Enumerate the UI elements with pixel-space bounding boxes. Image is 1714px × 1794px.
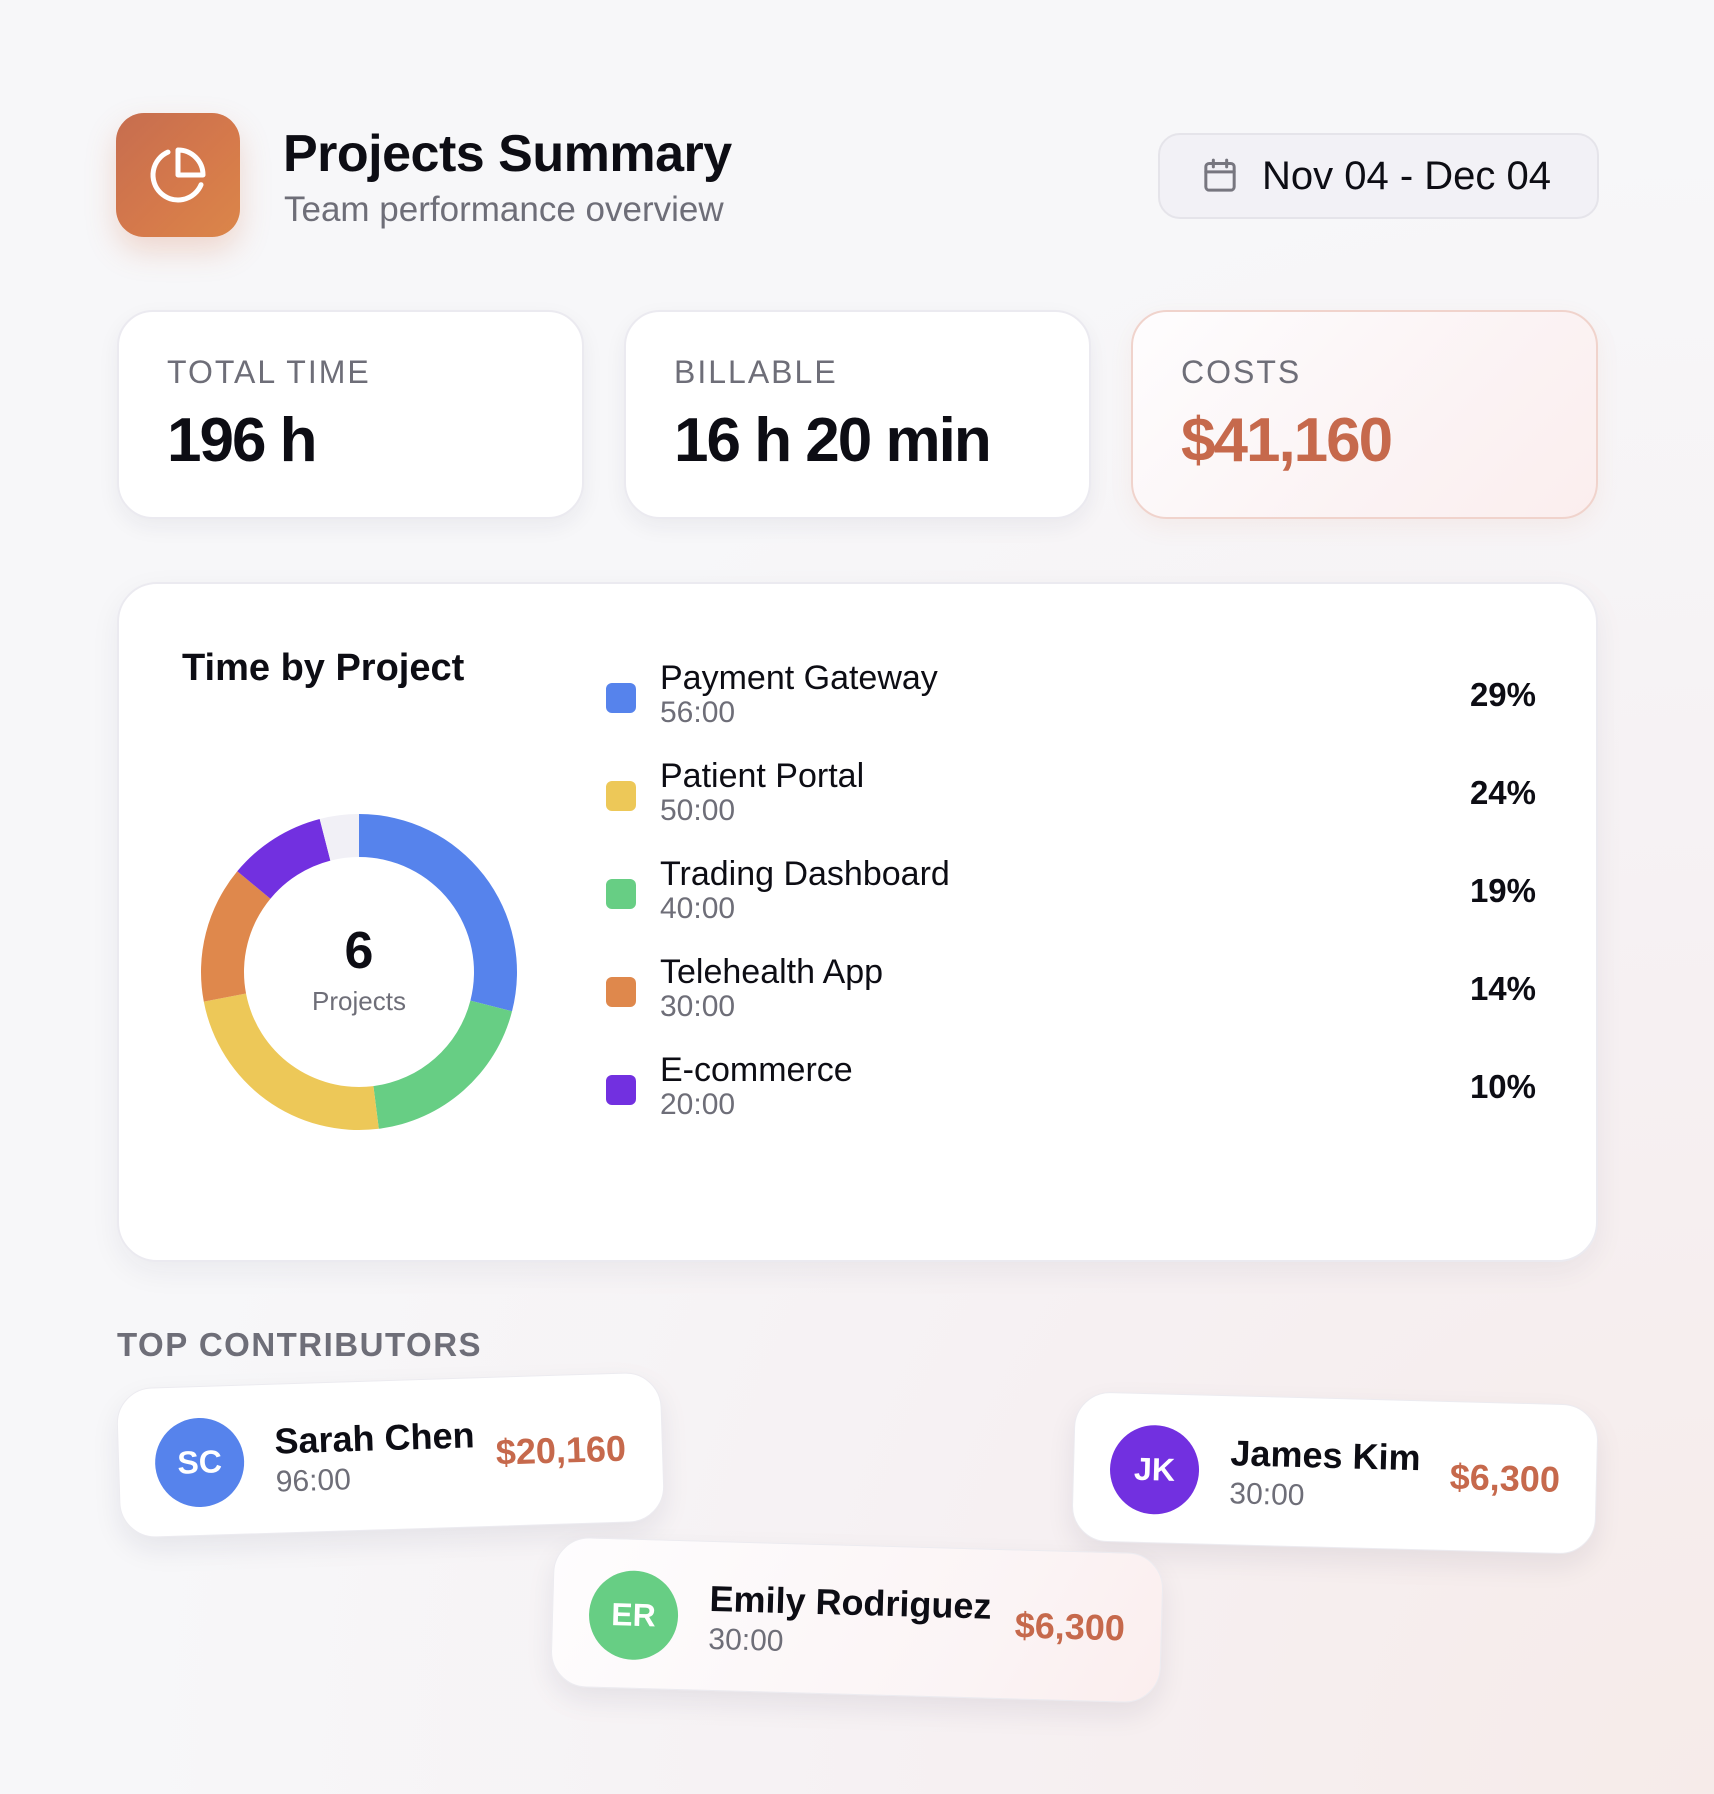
avatar: ER [587, 1569, 680, 1661]
calendar-icon [1204, 158, 1236, 192]
project-time: 20:00 [660, 1088, 736, 1121]
time-by-project-card: Time by Project 6 Projects Payment Gatew… [117, 582, 1598, 1262]
card-title: Time by Project [182, 647, 465, 689]
legend-swatch [606, 683, 636, 713]
project-percent: 24% [1469, 774, 1536, 811]
donut-segment-telehealth-app[interactable] [201, 871, 271, 1002]
legend-item-telehealth-app[interactable]: Telehealth App 30:00 14% [606, 951, 1536, 1031]
project-percent: 14% [1469, 970, 1536, 1007]
page-title: Projects Summary [283, 125, 732, 183]
project-time: 50:00 [660, 794, 736, 827]
donut-segment-other[interactable] [319, 814, 359, 861]
contributor-name: Emily Rodriguez [708, 1577, 993, 1627]
legend-item-payment-gateway[interactable]: Payment Gateway 56:00 29% [606, 657, 1536, 737]
avatar-initials: JK [1133, 1450, 1176, 1488]
contributor-name: Sarah Chen [273, 1414, 476, 1462]
stat-card-costs: COSTS $41,160 [1131, 310, 1598, 519]
date-range-picker[interactable]: Nov 04 - Dec 04 [1158, 133, 1599, 219]
stat-label: BILLABLE [674, 354, 838, 390]
contributor-cost: $6,300 [1014, 1604, 1126, 1649]
avatar-initials: ER [610, 1596, 657, 1634]
donut-chart-graphic [201, 814, 517, 1130]
contributor-card-emily-rodriguez[interactable]: ER Emily Rodriguez 30:00 $6,300 [550, 1536, 1164, 1704]
contributor-cost: $6,300 [1449, 1456, 1561, 1500]
project-name: E-commerce [660, 1051, 853, 1089]
contributor-card-james-kim[interactable]: JK James Kim 30:00 $6,300 [1071, 1391, 1599, 1555]
donut-segment-trading-dashboard[interactable] [373, 1000, 513, 1129]
project-percent: 19% [1469, 872, 1536, 909]
project-percent: 10% [1469, 1068, 1536, 1105]
stat-card-total-time: TOTAL TIME 196 h [117, 310, 584, 519]
contributor-time: 30:00 [1228, 1477, 1305, 1513]
project-time: 40:00 [660, 892, 736, 925]
contributor-time: 30:00 [707, 1622, 784, 1658]
stat-label: COSTS [1181, 354, 1302, 390]
donut-segment-patient-portal[interactable] [203, 993, 379, 1130]
project-name: Telehealth App [660, 953, 884, 991]
donut-segment-payment-gateway[interactable] [359, 814, 517, 1012]
legend-swatch [606, 781, 636, 811]
stat-label: TOTAL TIME [167, 354, 371, 390]
app-icon [116, 113, 240, 237]
stat-value: 196 h [167, 406, 318, 475]
project-name: Payment Gateway [660, 659, 938, 697]
contributor-time: 96:00 [275, 1463, 352, 1499]
project-percent: 29% [1469, 676, 1536, 713]
contributor-cost: $20,160 [495, 1427, 627, 1473]
project-name: Patient Portal [660, 757, 865, 795]
contributor-name: James Kim [1229, 1432, 1422, 1479]
legend-item-e-commerce[interactable]: E-commerce 20:00 10% [606, 1049, 1536, 1129]
section-title-top-contributors: TOP CONTRIBUTORS [117, 1326, 483, 1363]
pie-chart-icon [150, 147, 206, 203]
stat-value: $41,160 [1181, 406, 1393, 475]
legend-item-trading-dashboard[interactable]: Trading Dashboard 40:00 19% [606, 853, 1536, 933]
donut-center: 6 Projects [199, 812, 519, 1132]
donut-segment-e-commerce[interactable] [237, 818, 331, 899]
avatar-initials: SC [176, 1443, 223, 1481]
page-subtitle: Team performance overview [284, 190, 724, 229]
project-count-caption: Projects [312, 986, 406, 1016]
project-time: 56:00 [660, 696, 736, 729]
project-count: 6 [344, 922, 374, 980]
date-range-label: Nov 04 - Dec 04 [1262, 153, 1552, 198]
stat-value: 16 h 20 min [674, 406, 992, 475]
avatar: SC [153, 1416, 246, 1509]
contributor-card-sarah-chen[interactable]: SC Sarah Chen 96:00 $20,160 [115, 1371, 666, 1539]
avatar: JK [1108, 1424, 1201, 1516]
project-time: 30:00 [660, 990, 736, 1023]
legend-swatch [606, 977, 636, 1007]
legend-swatch [606, 1075, 636, 1105]
project-name: Trading Dashboard [660, 855, 950, 893]
legend-swatch [606, 879, 636, 909]
stat-card-billable: BILLABLE 16 h 20 min [624, 310, 1091, 519]
donut-chart: 6 Projects [199, 812, 519, 1132]
legend-item-patient-portal[interactable]: Patient Portal 50:00 24% [606, 755, 1536, 835]
